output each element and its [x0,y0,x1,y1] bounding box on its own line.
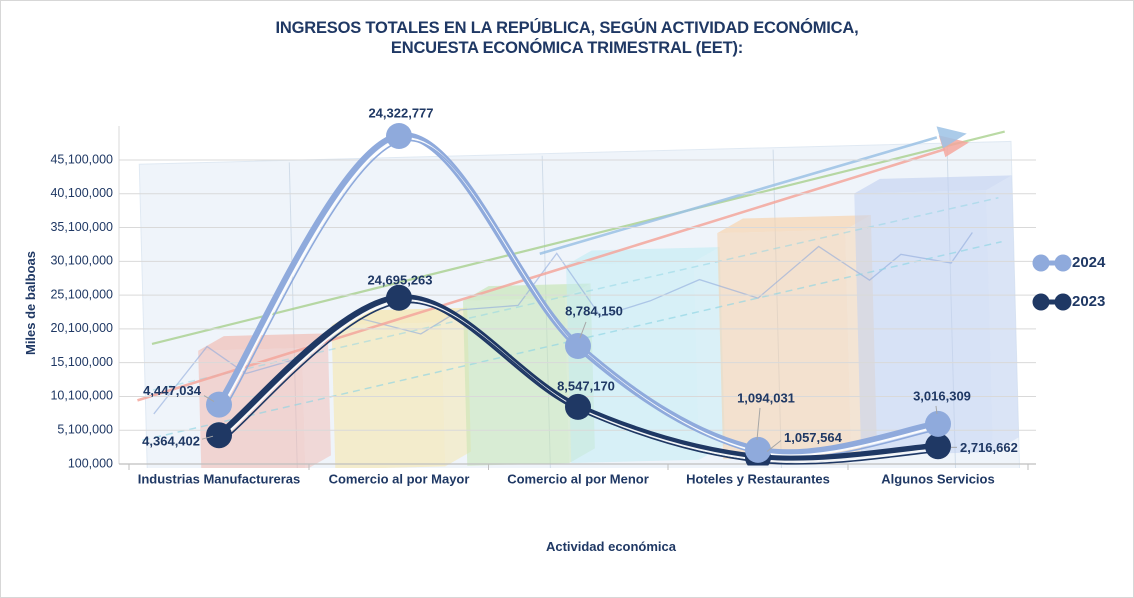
data-point-2023-1 [386,284,412,311]
chart-title: INGRESOS TOTALES EN LA REPÚBLICA, SEGÚN … [1,18,1133,58]
grid-layer: 45,100,000 40,100,000 35,100,000 30,100,000… [50,126,1036,486]
y-tick-label-5: 20,100,000 [50,321,113,335]
legend-item-2023: 2023 [1032,293,1105,311]
leader-line-2024-2 [579,321,587,339]
category-label-2: Comercio al por Menor [507,471,649,486]
series-layer: 8,547,170 [206,123,951,466]
y-axis-title: Miles de balboas [23,251,38,355]
y-tick-label-4: 25,100,000 [50,287,113,301]
data-point-2024-3 [745,436,771,463]
leader-line-2024-4 [935,405,938,414]
y-tick-label-6: 15,100,000 [50,355,113,369]
legend-label-2023: 2023 [1072,293,1105,310]
data-point-2024-2 [565,333,591,359]
data-label-2023-4: 2,716,662 [960,440,1018,455]
y-tick-label-3: 30,100,000 [50,254,113,268]
data-label-2024-2: 8,784,150 [565,303,623,318]
leader-line-2024-0 [203,395,215,403]
data-point-2024-4 [925,410,951,437]
leader-line-2023-3 [766,440,782,452]
legend-marker-icon [1054,293,1072,311]
legend-marker-icon [1032,254,1050,272]
data-label-2023-3: 1,057,564 [784,430,843,445]
category-label-4: Algunos Servicios [881,471,994,486]
data-point-2023-4 [925,433,951,460]
data-label-2024-4: 3,016,309 [913,388,971,403]
category-label-3: Hoteles y Restaurantes [686,471,830,486]
data-label-2023-2: 8,547,170 [557,378,615,393]
data-label-2023-0: 4,364,402 [142,434,200,449]
chart-title-line2: ENCUESTA ECONÓMICA TRIMESTRAL (EET): [390,39,744,57]
category-label-0: Industrias Manufactureras [138,471,301,486]
legend-marker-icon [1032,293,1050,311]
data-label-2023-1: 24,695,263 [367,272,432,287]
legend-label-2024: 2024 [1072,254,1106,271]
behind-labels: 8,547,170 [557,378,615,393]
leader-line-2023-0 [201,435,214,440]
y-tick-label-9: 100,000 [68,456,113,470]
data-point-2023-0 [206,422,232,449]
y-tick-label-7: 10,100,000 [50,389,113,403]
leader-line-2024-3 [756,407,761,440]
data-label-2024-0: 4,447,034 [143,383,202,398]
data-point-2024-0 [206,391,232,418]
y-tick-label-1: 40,100,000 [50,186,113,200]
data-label-2024-1: 24,322,777 [368,105,433,120]
y-tick-label-8: 5,100,000 [57,423,113,437]
legend-marker-icon [1054,254,1072,272]
data-point-2023-2 [565,393,591,420]
data-point-2024-1 [386,123,412,149]
legend-item-2024: 2024 [1032,254,1106,272]
y-tick-label-2: 35,100,000 [50,220,113,234]
legend: 2024 2023 [1032,254,1106,311]
x-axis-title: Actividad económica [546,539,677,554]
category-label-1: Comercio al por Mayor [329,471,470,486]
y-tick-label-0: 45,100,000 [50,152,113,166]
chart-title-line1: INGRESOS TOTALES EN LA REPÚBLICA, SEGÚN … [275,19,859,37]
data-label-2024-3: 1,094,031 [737,390,795,405]
data-labels-layer: 4,447,034 24,322,777 8,784,150 1,094,031 3,0… [142,105,1018,454]
